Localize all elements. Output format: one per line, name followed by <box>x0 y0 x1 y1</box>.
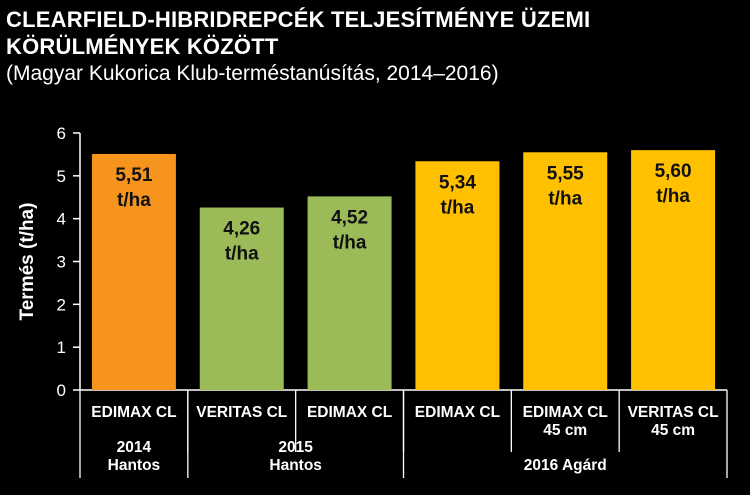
x-category-label: 45 cm <box>651 422 695 439</box>
chart-title-line-1: CLEARFIELD-HIBRIDREPCÉK TELJESÍTMÉNYE ÜZ… <box>6 7 591 32</box>
x-category-label: EDIMAX CL <box>91 404 176 421</box>
x-category-label: EDIMAX CL <box>415 404 500 421</box>
bar-value-label: 5,34 <box>439 172 476 193</box>
bar-value-label: 4,26 <box>223 219 260 240</box>
x-group-label: Hantos <box>269 457 322 474</box>
bar-value-label: 5,55 <box>547 163 584 184</box>
bar-value-unit: t/ha <box>117 190 151 211</box>
bar-value-unit: t/ha <box>441 197 475 218</box>
x-group-label: 2015 <box>278 439 313 456</box>
y-tick-label: 3 <box>57 253 66 272</box>
bar-value-label: 5,51 <box>115 165 152 186</box>
bar-value-unit: t/ha <box>225 244 259 265</box>
x-category-label: EDIMAX CL <box>307 404 392 421</box>
y-tick-label: 0 <box>57 381 66 400</box>
x-category-label: VERITAS CL <box>628 404 719 421</box>
bar <box>415 161 500 390</box>
x-group-label: Hantos <box>108 457 161 474</box>
bar <box>523 152 608 390</box>
bar <box>631 150 716 390</box>
y-tick-label: 5 <box>57 167 66 186</box>
bar-value-unit: t/ha <box>548 188 582 209</box>
x-category-label: VERITAS CL <box>196 404 287 421</box>
y-tick-label: 2 <box>57 295 66 314</box>
bar <box>91 153 176 390</box>
bar-value-unit: t/ha <box>656 186 690 207</box>
x-group-label: 2014 <box>117 439 152 456</box>
bar <box>199 207 284 390</box>
x-category-label: EDIMAX CL <box>523 404 608 421</box>
x-category-label: 45 cm <box>543 422 587 439</box>
x-group-label: 2016 Agárd <box>524 457 607 474</box>
bar-value-label: 4,52 <box>331 207 368 228</box>
y-tick-label: 6 <box>57 124 66 143</box>
y-tick-label: 1 <box>57 338 66 357</box>
y-axis-label: Termés (t/ha) <box>17 203 38 321</box>
bar-value-label: 5,60 <box>655 161 692 182</box>
y-tick-label: 4 <box>57 210 66 229</box>
chart-title-line-2: KÖRÜLMÉNYEK KÖZÖTT <box>6 34 279 59</box>
chart-subtitle: (Magyar Kukorica Klub-terméstanúsítás, 2… <box>6 62 499 85</box>
bar-value-unit: t/ha <box>333 232 367 253</box>
bar <box>307 196 392 390</box>
chart-title-block: CLEARFIELD-HIBRIDREPCÉK TELJESÍTMÉNYE ÜZ… <box>6 6 590 88</box>
